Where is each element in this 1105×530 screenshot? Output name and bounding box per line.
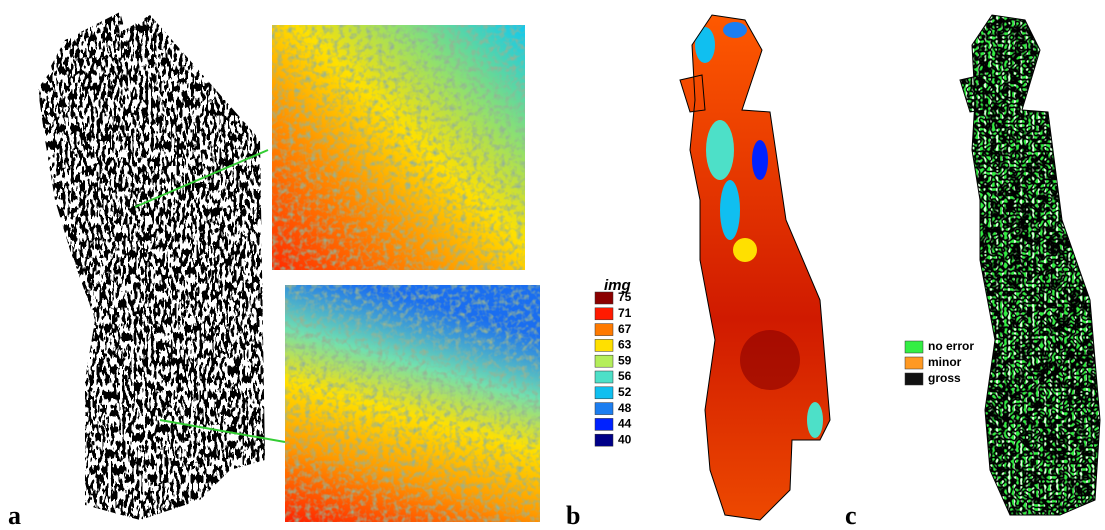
legend-swatch xyxy=(905,341,923,353)
legend-label: 67 xyxy=(618,322,632,336)
legend-swatch xyxy=(595,292,613,304)
inset-bottom xyxy=(285,285,540,522)
legend-label: 44 xyxy=(618,417,632,431)
legend-swatch xyxy=(595,371,613,383)
panel-label: a xyxy=(8,501,21,530)
legend-swatch xyxy=(595,355,613,367)
legend-label: 63 xyxy=(618,338,632,352)
legend-label: gross xyxy=(928,371,961,385)
legend: no error minor gross xyxy=(905,339,974,385)
legend-label: no error xyxy=(928,339,974,353)
legend-swatch xyxy=(595,418,613,430)
legend-swatch xyxy=(595,324,613,336)
legend-label: 71 xyxy=(618,306,632,320)
panel-label: c xyxy=(845,501,857,530)
legend-label: 52 xyxy=(618,385,632,399)
legend-label: minor xyxy=(928,355,962,369)
legend-label: 56 xyxy=(618,369,632,383)
legend-swatch xyxy=(595,308,613,320)
inset-top xyxy=(272,25,525,270)
value-map xyxy=(675,10,835,525)
panel-label: b xyxy=(566,501,580,530)
legend-label: 48 xyxy=(618,401,632,415)
legend-label: 59 xyxy=(618,353,632,367)
legend-swatch xyxy=(595,434,613,446)
legend-swatch xyxy=(595,387,613,399)
figure: a b c img 75716763595652484440 no errorm… xyxy=(0,0,1105,530)
legend-swatch xyxy=(905,357,923,369)
legend-label: 75 xyxy=(618,290,632,304)
legend-swatch xyxy=(595,403,613,415)
error-map xyxy=(955,10,1105,525)
legend-label: 40 xyxy=(618,432,632,446)
legend-swatch xyxy=(595,339,613,351)
texture-map xyxy=(30,10,270,525)
legend-swatch xyxy=(905,373,923,385)
